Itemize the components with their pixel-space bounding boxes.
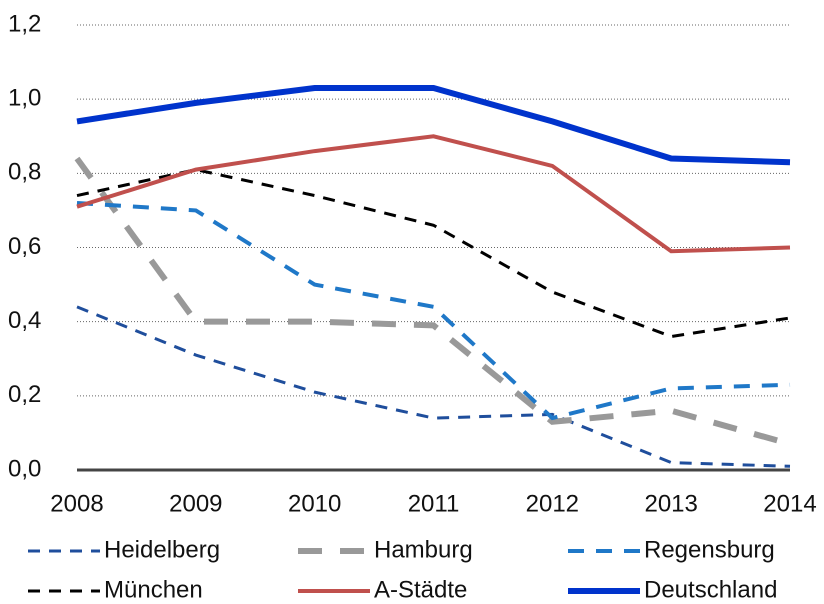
legend-label: Heidelberg xyxy=(104,536,220,563)
legend-label: Hamburg xyxy=(374,536,473,563)
y-tick-label: 0,2 xyxy=(8,381,41,408)
x-tick-label: 2012 xyxy=(526,490,579,517)
legend-label: Deutschland xyxy=(644,576,777,603)
legend-label: A-Städte xyxy=(374,576,467,603)
x-tick-label: 2011 xyxy=(408,490,460,517)
x-tick-label: 2014 xyxy=(763,490,816,517)
legend-label: München xyxy=(104,576,203,603)
y-tick-label: 0,0 xyxy=(8,455,41,482)
y-tick-label: 0,6 xyxy=(8,233,41,260)
x-tick-label: 2009 xyxy=(169,490,222,517)
series-line xyxy=(74,156,791,447)
x-tick-label: 2013 xyxy=(644,490,697,517)
grid xyxy=(77,24,790,472)
series-line xyxy=(76,85,791,166)
x-tick-label: 2008 xyxy=(50,490,103,517)
plot-area xyxy=(74,85,791,468)
x-tick-label: 2010 xyxy=(288,490,341,517)
labels: 0,0 0,2 0,4 0,6 0,8 1,0 1,2 2008 2009 2010 2011 201… xyxy=(8,10,817,603)
series-line xyxy=(76,134,791,254)
y-tick-label: 0,8 xyxy=(8,159,41,186)
series-line xyxy=(76,168,791,339)
y-tick-label: 0,4 xyxy=(8,307,41,334)
series-line xyxy=(76,201,791,421)
series-line xyxy=(76,305,791,468)
y-tick-label: 1,2 xyxy=(8,10,41,37)
legend-label: Regensburg xyxy=(644,536,775,563)
y-tick-label: 1,0 xyxy=(8,85,41,112)
